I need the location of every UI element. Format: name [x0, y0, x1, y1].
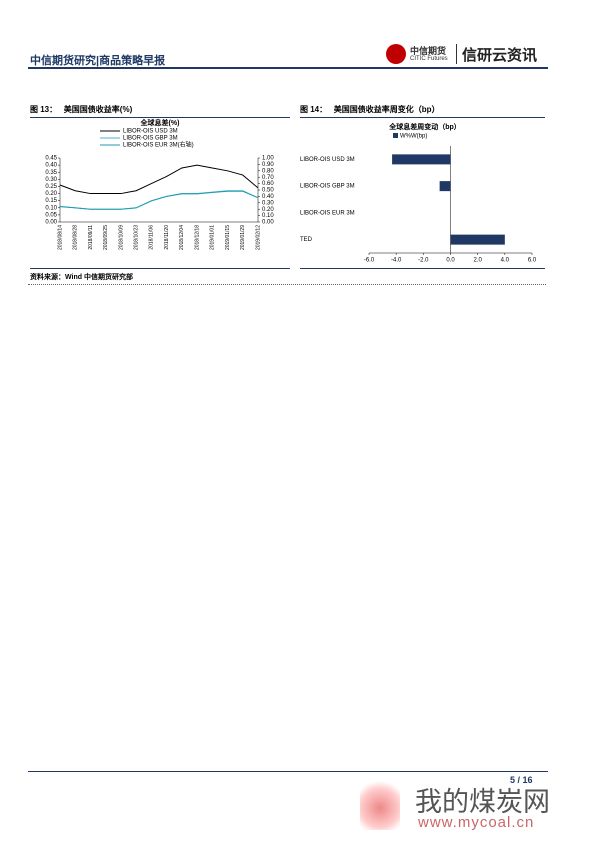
- chart-title: 全球息差(%): [140, 118, 180, 127]
- x-tick-label: 2019/02/12: [255, 225, 261, 250]
- legend-swatch: [393, 133, 398, 138]
- y-tick-label: 0.10: [45, 205, 57, 211]
- legend-label: LIBOR-OIS USD 3M: [123, 129, 178, 135]
- category-label: LIBOR-OIS EUR 3M: [300, 210, 355, 216]
- legend-label: W%W(bp): [400, 134, 427, 140]
- x-tick-label: 6.0: [528, 258, 537, 264]
- x-tick-label: 2018/08/14: [57, 225, 63, 250]
- y-tick-label: 0.35: [45, 170, 57, 176]
- y2-tick-label: 0.00: [262, 220, 274, 226]
- x-tick-label: -4.0: [391, 258, 402, 264]
- fig-number: 图 13：: [30, 105, 58, 114]
- logo-cn: 中信期货: [410, 46, 447, 56]
- divider: [456, 44, 457, 64]
- x-tick-label: 4.0: [501, 258, 510, 264]
- bar-chart: 全球息差周变动（bp） W%W(bp) -6.0 -4.0 -2.0 0.0 2.0 4.0 6…: [300, 122, 537, 264]
- y2-tick-label: 0.70: [262, 175, 274, 181]
- x-tick-label: -2.0: [418, 258, 429, 264]
- x-tick-label: 2018/11/06: [149, 225, 155, 250]
- y-tick-label: 0.40: [45, 163, 57, 169]
- bar: [439, 181, 451, 192]
- y-tick-label: 0.05: [45, 212, 57, 218]
- y2-tick-label: 0.90: [262, 162, 274, 168]
- x-tick-label: 2018/09/25: [103, 225, 109, 250]
- x-tick-label: 2018/08/28: [73, 225, 79, 250]
- fig-number: 图 14：: [300, 105, 328, 114]
- series-line: [59, 190, 259, 210]
- x-tick-label: -6.0: [364, 258, 375, 264]
- x-tick-label: 2018/09/11: [88, 225, 94, 250]
- y-tick-label: 0.20: [45, 191, 57, 197]
- y2-tick-label: 0.30: [262, 200, 274, 206]
- logo-icon: [386, 44, 406, 64]
- x-tick-label: 2018/10/09: [118, 225, 124, 250]
- series-line: [59, 164, 259, 195]
- logo-en: CITIC Futures: [410, 56, 448, 62]
- legend-label: LIBOR-OIS GBP 3M: [123, 136, 178, 142]
- bar: [392, 154, 451, 165]
- x-tick-label: 2018/12/18: [194, 225, 200, 250]
- y2-tick-label: 1.00: [262, 156, 274, 162]
- x-tick-label: 2019/01/01: [210, 225, 216, 250]
- category-label: LIBOR-OIS GBP 3M: [300, 184, 355, 190]
- source: 资料来源：Wind 中信期货研究部: [30, 274, 133, 281]
- header-rule: [28, 67, 548, 69]
- watermark-name: 我的煤炭网: [415, 787, 550, 817]
- fig-title: 美国国债收益率(%): [63, 105, 133, 114]
- page-number: 5 / 16: [510, 775, 533, 785]
- brand: 信研云资讯: [462, 47, 538, 64]
- y-tick-label: 0.25: [45, 184, 57, 190]
- y2-tick-label: 0.40: [262, 194, 274, 200]
- y-tick-label: 0.45: [45, 156, 57, 162]
- rule: [300, 268, 545, 269]
- x-tick-label: 2018/10/23: [133, 225, 139, 250]
- y-tick-label: 0.30: [45, 177, 57, 183]
- category-label: LIBOR-OIS USD 3M: [300, 157, 355, 163]
- legend-label: LIBOR-OIS EUR 3M(右轴): [123, 141, 194, 149]
- x-tick-label: 2018/12/04: [179, 225, 185, 250]
- header-title: 中信期货研究|商品策略早报: [30, 55, 166, 67]
- x-tick-label: 2019/01/29: [240, 225, 246, 250]
- figure-caption: 图 13： 美国国债收益率(%): [30, 104, 290, 118]
- fig-title: 美国国债收益率周变化（bp）: [333, 105, 440, 114]
- x-tick-label: 2.0: [473, 258, 482, 264]
- y2-tick-label: 0.80: [262, 168, 274, 174]
- x-tick-label: 2018/11/20: [164, 225, 170, 250]
- rule: [30, 268, 290, 269]
- y2-tick-label: 0.10: [262, 213, 274, 219]
- x-tick-label: 2019/01/15: [225, 225, 231, 250]
- y2-tick-label: 0.50: [262, 188, 274, 194]
- rule: [28, 284, 546, 285]
- y-tick-label: 0.15: [45, 198, 57, 204]
- footer-rule: [28, 771, 548, 772]
- category-label: TED: [300, 237, 313, 243]
- watermark-url: www.mycoal.cn: [418, 814, 535, 831]
- x-tick-label: 0.0: [446, 258, 455, 264]
- figure-caption: 图 14： 美国国债收益率周变化（bp）: [300, 104, 545, 118]
- chart-title: 全球息差周变动（bp）: [388, 122, 461, 131]
- watermark-icon: [360, 775, 400, 830]
- y-tick-label: 0.00: [45, 220, 57, 226]
- y2-tick-label: 0.20: [262, 207, 274, 213]
- y2-tick-label: 0.60: [262, 181, 274, 187]
- bar: [450, 234, 505, 245]
